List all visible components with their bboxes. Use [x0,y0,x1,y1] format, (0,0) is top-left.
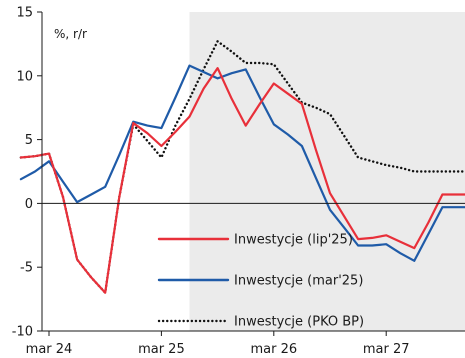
forecast-shade [189,12,465,331]
y-tick-label: -5 [20,261,33,276]
x-tick-label: mar 24 [26,342,73,357]
y-tick-label: 15 [16,6,33,21]
legend-label-lip25: Inwestycje (lip'25) [234,233,353,248]
y-tick-label: 5 [25,133,33,148]
y-tick-label: -10 [12,325,33,340]
x-tick-label: mar 26 [250,342,297,357]
legend-label-mar25: Inwestycje (mar'25) [234,274,363,289]
series-line-mar25 [19,64,465,262]
x-tick-label: mar 25 [138,342,185,357]
series-line-lip25 [19,66,465,294]
x-tick-label: mar 27 [363,342,410,357]
axes-layer: -10 -5 0 5 10 15 mar 24 mar 25 mar 26 mar 27 [12,6,465,357]
legend: Inwestycje (lip'25) Inwestycje (mar'25) In… [157,233,364,330]
y-tick-label: 10 [16,69,33,84]
y-tick-label: 0 [25,197,33,212]
series-layer [19,40,465,294]
unit-label: %, r/r [54,27,87,41]
legend-label-pko: Inwestycje (PKO BP) [234,315,364,330]
